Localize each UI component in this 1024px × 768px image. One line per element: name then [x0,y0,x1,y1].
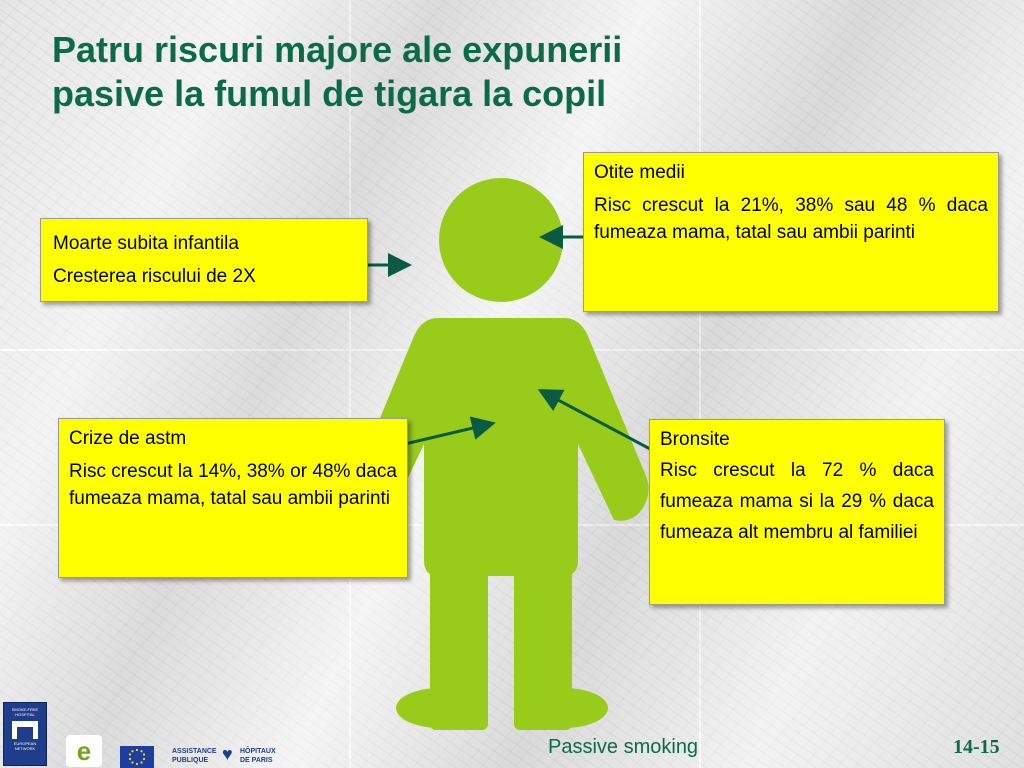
network-logo-line-2: HOSPITAL [15,712,35,717]
callout-otite-text: Risc crescut la 21%, 38% sau 48 % daca f… [594,195,988,243]
network-logo-line-3: EUROPEAN [13,741,37,746]
figure-left-leg [430,560,488,730]
figure-right-leg [514,560,572,730]
eu-flag-icon [120,746,154,768]
callout-sudden-infant-death: Moarte subita infantila Cresterea riscul… [40,218,368,302]
callout-otitis-media: Otite medii Risc crescut la 21%, 38% sau… [583,152,999,312]
figure-left-foot [396,688,484,728]
slide-title: Patru riscuri majore ale expunerii pasiv… [52,28,812,116]
smoke-free-hospital-network-logo: SMOKE-FREE HOSPITAL EUROPEAN NETWORK [3,702,47,766]
callout-bronsite-text: Risc crescut la 72 % daca fumeaza mama s… [660,460,934,543]
network-logo-line-1: SMOKE-FREE [11,707,39,712]
assistance-publique-hopitaux-de-paris-logo: ASSISTANCE PUBLIQUE ♥ HÔPITAUX DE PARIS [172,744,290,768]
child-figure [353,178,649,730]
callout-moarte-line-2: Cresterea riscului de 2X [53,266,256,287]
ap-logo-left-line-2: PUBLIQUE [172,757,209,764]
ap-logo-right-line-2: DE PARIS [240,757,273,764]
callout-astm-heading: Crize de astm [69,428,187,449]
figure-head [439,178,563,302]
callout-moarte-line-1: Moarte subita infantila [53,233,239,254]
heart-icon: ♥ [222,744,233,764]
footer-topic: Passive smoking [548,736,699,758]
e-swirl-logo: e [66,735,102,767]
building-icon [12,721,38,739]
figure-body [353,318,649,576]
slide-title-line-1: Patru riscuri majore ale expunerii [52,29,623,70]
callout-astm-text: Risc crescut la 14%, 38% or 48% daca fum… [69,461,397,509]
figure-right-foot [520,688,608,728]
network-logo-line-4: NETWORK [14,746,36,751]
ap-logo-left-line-1: ASSISTANCE [172,748,217,755]
callout-asthma: Crize de astm Risc crescut la 14%, 38% o… [58,418,408,578]
slide-title-line-2: pasive la fumul de tigara la copil [52,73,607,114]
callout-bronsite-heading: Bronsite [660,429,730,450]
ap-logo-right-line-1: HÔPITAUX [240,748,276,755]
page-number: 14-15 [953,736,1000,758]
callout-bronchitis: Bronsite Risc crescut la 72 % daca fumea… [649,419,945,605]
arrow-bronsite [537,389,653,452]
callout-otite-heading: Otite medii [594,162,685,183]
